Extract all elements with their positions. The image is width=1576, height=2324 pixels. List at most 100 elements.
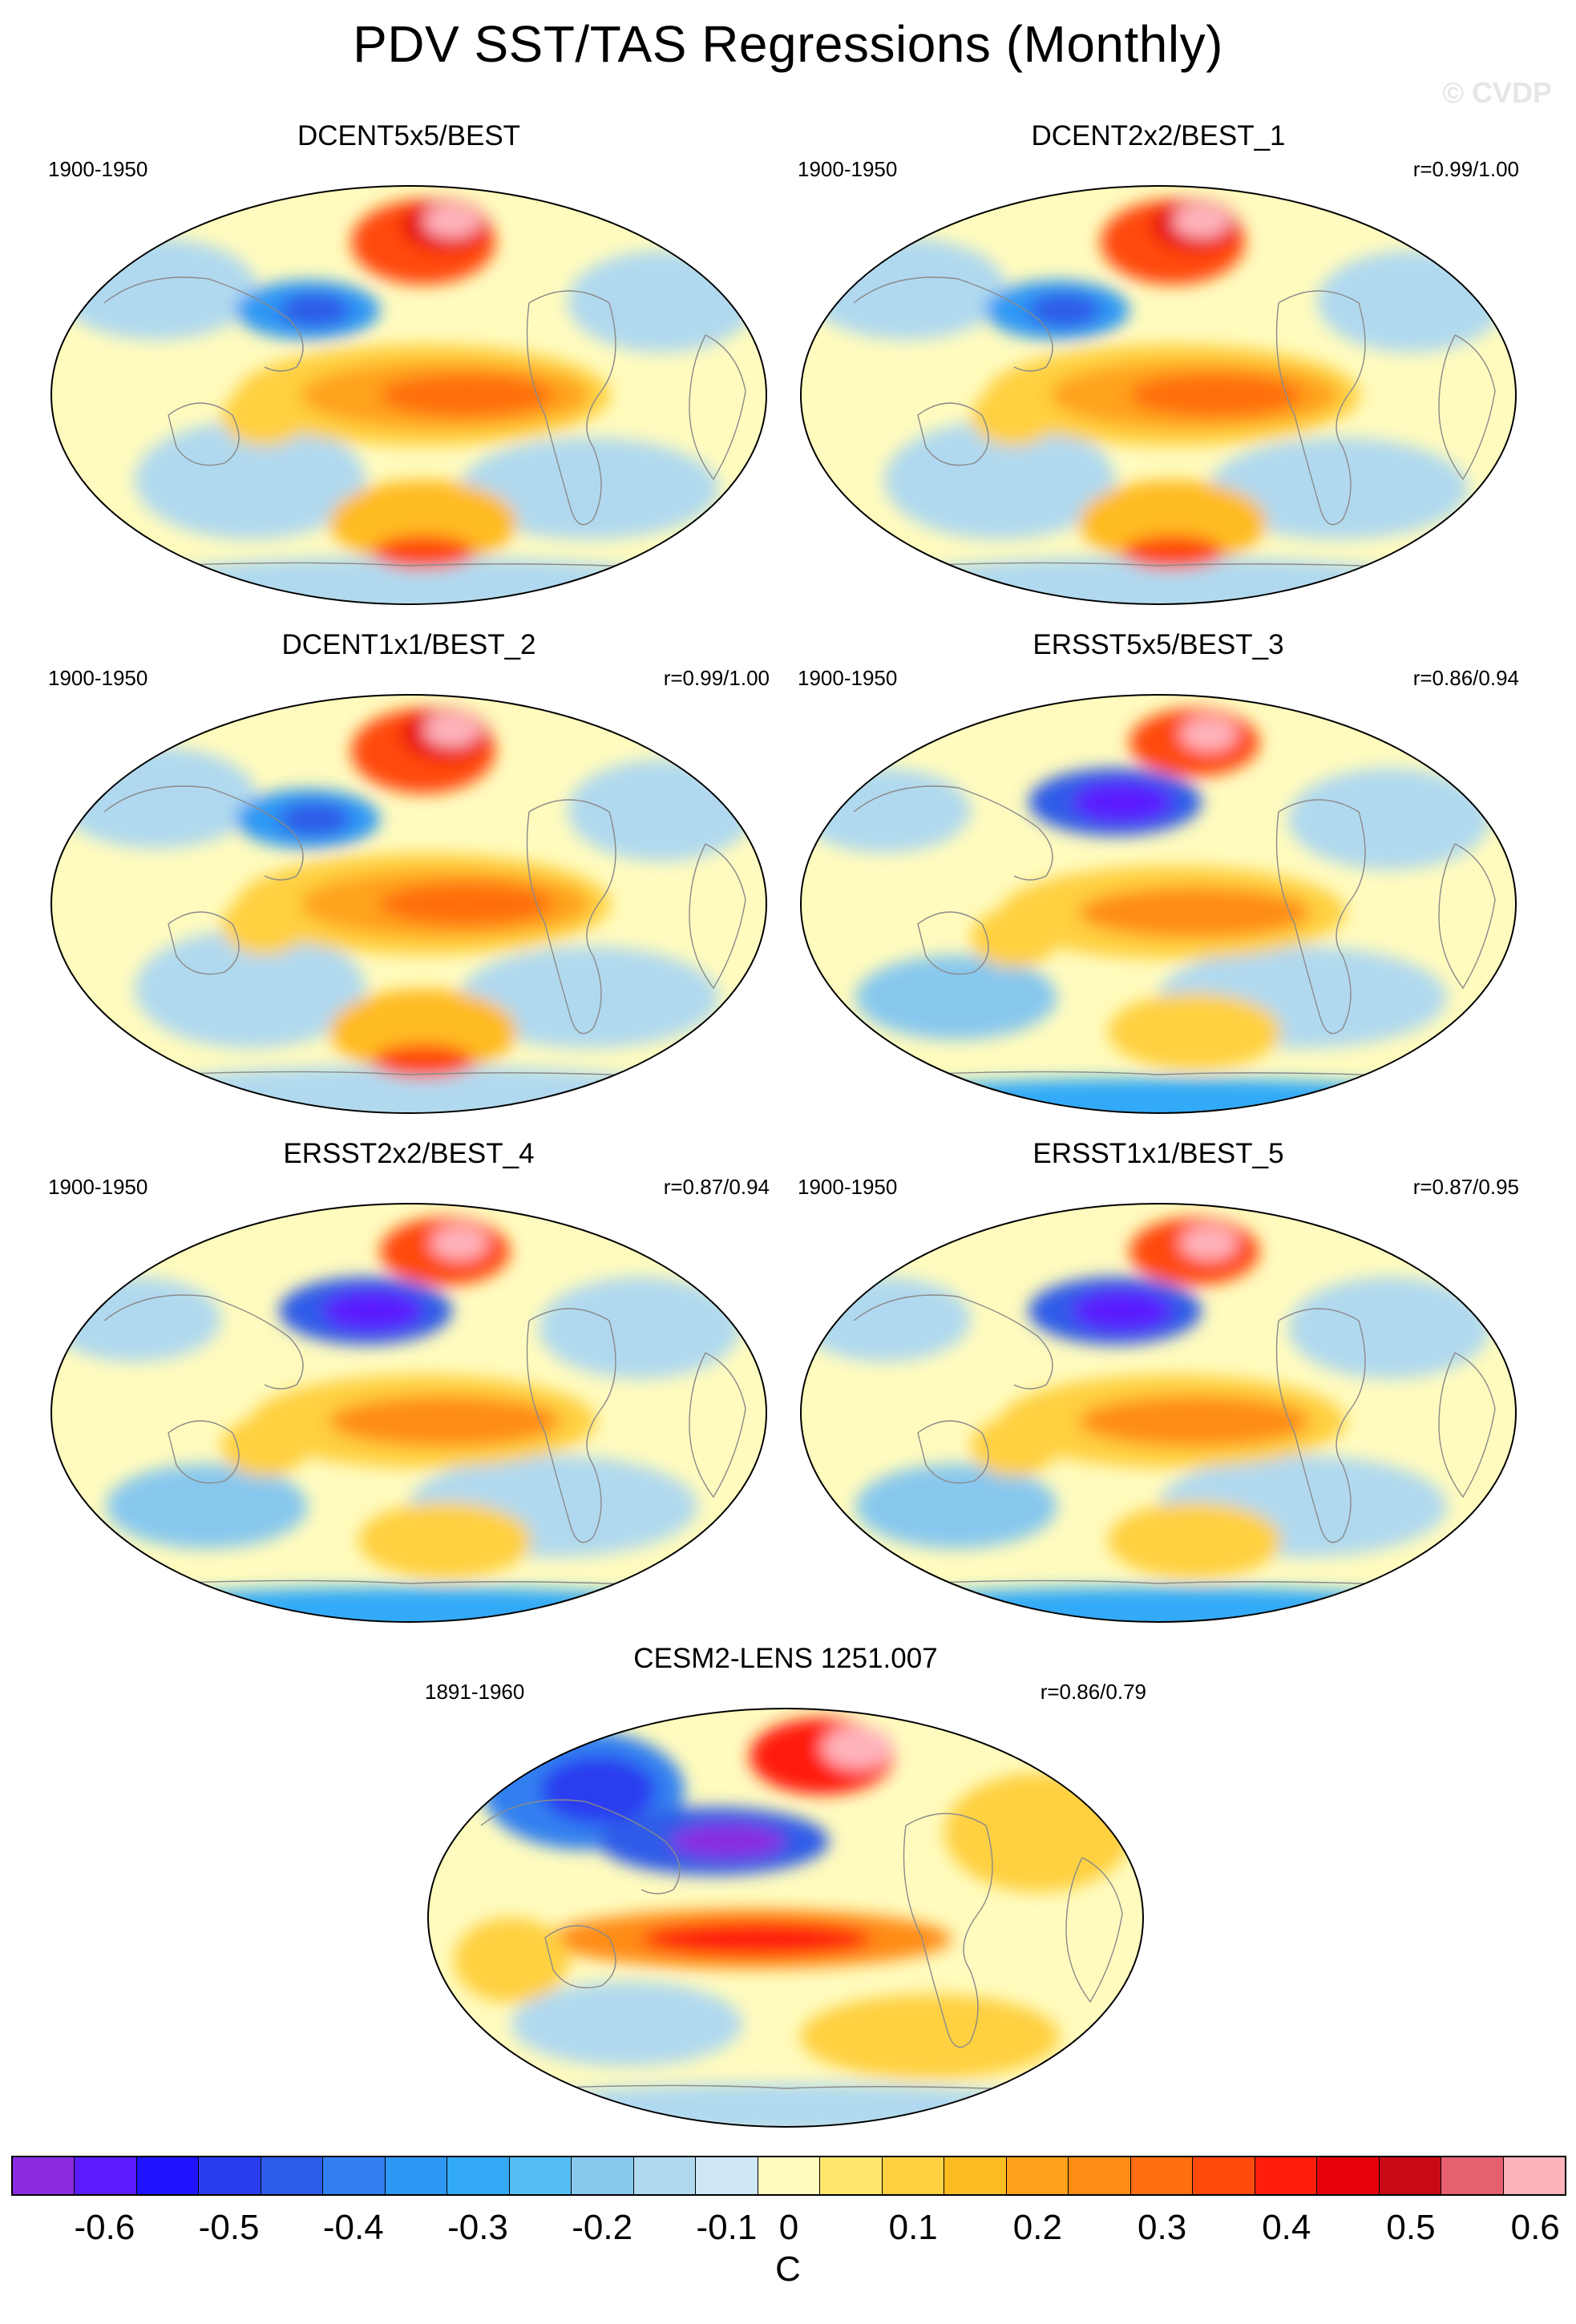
map-robinson-projection	[800, 694, 1517, 1114]
panel-title: CESM2-LENS 1251.007	[633, 1643, 938, 1674]
colorbar-swatch	[696, 2157, 758, 2194]
correlation-label: r=0.86/0.79	[1040, 1680, 1146, 1704]
anomaly-region	[221, 1417, 308, 1477]
colorbar-swatch	[75, 2157, 137, 2194]
map-robinson-projection	[800, 1203, 1517, 1623]
colorbar-unit-label: C	[775, 2249, 801, 2289]
anomaly-region	[1180, 1225, 1238, 1261]
anomaly-region	[423, 712, 481, 747]
map-robinson-projection	[51, 185, 767, 605]
anomaly-region	[373, 535, 474, 570]
anomaly-region	[884, 420, 1115, 540]
watermark: © CVDP	[1442, 76, 1552, 109]
colorbar-swatch	[882, 2157, 945, 2194]
colorbar-swatch	[1317, 2157, 1380, 2194]
anomaly-region	[855, 1463, 1057, 1549]
colorbar-swatch	[385, 2157, 448, 2194]
anomaly-region	[1209, 438, 1469, 540]
anomaly-region	[822, 1726, 894, 1769]
anomaly-region	[454, 1918, 569, 2003]
anomaly-region	[1129, 373, 1303, 417]
anomaly-region	[1122, 535, 1223, 570]
colorbar-swatch	[633, 2157, 697, 2194]
colorbar-swatch	[1130, 2157, 1194, 2194]
anomaly-region	[971, 386, 1057, 446]
map-border	[51, 694, 767, 1114]
anomaly-region	[568, 759, 755, 861]
panel-title: DCENT5x5/BEST	[297, 120, 521, 151]
colorbar-swatch	[1441, 2157, 1504, 2194]
map-border	[51, 1203, 767, 1623]
map-panel-cesm2-lens: CESM2-LENS 1251.007 1891-1960 r=0.86/0.7…	[425, 1643, 1146, 2140]
anomaly-region	[135, 420, 366, 540]
colorbar-swatch	[758, 2157, 821, 2194]
colorbar-tick-label: 0.1	[888, 2208, 938, 2247]
anomaly-region	[55, 746, 257, 849]
period-label: 1900-1950	[48, 666, 148, 690]
anomaly-region	[279, 293, 351, 328]
panel-title: DCENT1x1/BEST_2	[281, 629, 536, 660]
anomaly-region	[430, 1225, 488, 1261]
colorbar-tick-label: -0.2	[572, 2208, 633, 2247]
anomaly-region	[329, 1395, 560, 1447]
correlation-label: r=0.87/0.94	[663, 1175, 770, 1199]
map-panel-ersst1x1: ERSST1x1/BEST_5 1900-1950 r=0.87/0.95	[798, 1138, 1519, 1635]
map-robinson-projection	[51, 1203, 767, 1623]
anomaly-region	[459, 946, 719, 1049]
anomaly-region	[329, 989, 517, 1074]
anomaly-region	[106, 1463, 308, 1549]
colorbar-swatch	[199, 2157, 261, 2194]
colorbar-tick-label: 0	[778, 2208, 799, 2247]
anomaly-region	[1288, 768, 1490, 870]
colorbar-tick-label: -0.5	[198, 2208, 260, 2247]
anomaly-region	[1180, 716, 1238, 752]
colorbar	[11, 2156, 1566, 2196]
map-border	[800, 1203, 1517, 1623]
map-robinson-projection	[427, 1708, 1144, 2128]
anomaly-region	[221, 895, 308, 955]
panel-title: DCENT2x2/BEST_1	[1031, 120, 1286, 151]
anomaly-region	[641, 1922, 872, 1956]
anomaly-region	[1108, 1502, 1281, 1579]
colorbar-swatch	[261, 2157, 324, 2194]
anomaly-region	[84, 1587, 733, 1622]
colorbar-tick-label: -0.1	[696, 2208, 758, 2247]
colorbar-swatch	[1503, 2157, 1566, 2194]
colorbar-swatch	[1193, 2157, 1255, 2194]
anomaly-region	[805, 237, 1007, 341]
anomaly-region	[1028, 293, 1101, 328]
anomaly-region	[568, 250, 755, 353]
anomaly-region	[1072, 781, 1173, 824]
correlation-label: r=0.99/1.00	[663, 666, 770, 690]
anomaly-region	[540, 1756, 656, 1825]
anomaly-region	[855, 954, 1057, 1040]
colorbar-tick-label: -0.3	[447, 2208, 508, 2247]
anomaly-region	[800, 1994, 1060, 2080]
period-label: 1900-1950	[48, 1175, 148, 1199]
anomaly-region	[1079, 1395, 1310, 1447]
anomaly-region	[511, 1981, 742, 2067]
colorbar-swatch	[1069, 2157, 1131, 2194]
colorbar-swatch	[447, 2157, 510, 2194]
panel-title: ERSST1x1/BEST_5	[1032, 1138, 1284, 1169]
anomaly-region	[380, 882, 553, 926]
anomaly-region	[801, 768, 971, 853]
anomaly-region	[834, 1078, 1483, 1113]
anomaly-region	[221, 386, 308, 446]
anomaly-region	[358, 1502, 531, 1579]
map-border	[800, 185, 1517, 605]
anomaly-region	[1079, 886, 1310, 938]
anomaly-region	[135, 929, 366, 1049]
anomaly-region	[423, 204, 481, 238]
anomaly-region	[459, 438, 719, 540]
colorbar-tick-label: 0.2	[1012, 2208, 1062, 2247]
period-label: 1891-1960	[425, 1680, 525, 1704]
coastlines	[103, 785, 746, 1079]
coastlines	[480, 1799, 1123, 2092]
colorbar-tick-label: -0.4	[322, 2208, 384, 2247]
colorbar-swatch	[1006, 2157, 1069, 2194]
panel-title: ERSST5x5/BEST_3	[1032, 629, 1284, 660]
anomaly-region	[380, 373, 553, 417]
period-label: 1900-1950	[798, 157, 898, 181]
map-panel-dcent5x5: DCENT5x5/BEST 1900-1950	[48, 120, 770, 617]
